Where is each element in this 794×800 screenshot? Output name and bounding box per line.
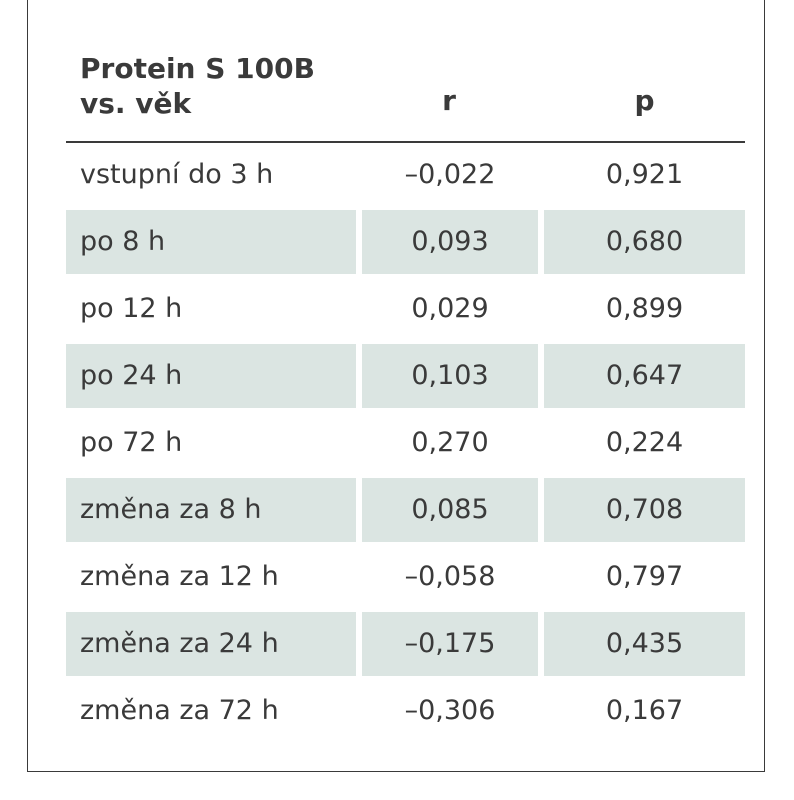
row-r-value: –0,306	[404, 695, 496, 726]
header-variable-line1: Protein S 100B	[80, 52, 315, 85]
row-label: změna za 72 h	[80, 695, 279, 726]
table-row: změna za 8 h 0,085 0,708	[66, 478, 745, 545]
row-r-value: –0,022	[404, 159, 496, 190]
row-label: změna za 24 h	[66, 612, 356, 676]
row-label: po 8 h	[66, 210, 356, 274]
row-p-value: 0,680	[544, 210, 745, 274]
table-row: vstupní do 3 h –0,022 0,921	[66, 143, 745, 210]
row-p-value: 0,899	[605, 293, 684, 324]
table-row: po 12 h 0,029 0,899	[66, 277, 745, 344]
header-variable-line2: vs. věk	[80, 87, 192, 120]
header-variable: Protein S 100B vs. věk	[80, 51, 360, 121]
table-panel: Protein S 100B vs. věk r p vstupní do 3 …	[27, 0, 765, 772]
table-row: změna za 12 h –0,058 0,797	[66, 545, 745, 612]
row-r-value: 0,093	[362, 210, 538, 274]
row-p-value: 0,167	[605, 695, 684, 726]
row-p-value: 0,708	[544, 478, 745, 542]
header-r: r	[442, 84, 456, 117]
row-p-value: 0,647	[544, 344, 745, 408]
row-p-value: 0,224	[605, 427, 684, 458]
row-p-value: 0,435	[544, 612, 745, 676]
row-label: změna za 8 h	[66, 478, 356, 542]
row-r-value: 0,103	[362, 344, 538, 408]
table-header: Protein S 100B vs. věk r p	[66, 49, 745, 143]
row-r-value: 0,029	[411, 293, 489, 324]
row-r-value: –0,058	[404, 561, 496, 592]
row-p-value: 0,797	[605, 561, 684, 592]
row-label: vstupní do 3 h	[80, 159, 274, 190]
row-label: změna za 12 h	[80, 561, 279, 592]
table-row: po 24 h 0,103 0,647	[66, 344, 745, 411]
row-r-value: 0,270	[411, 427, 489, 458]
header-p: p	[634, 84, 655, 117]
table-row: změna za 24 h –0,175 0,435	[66, 612, 745, 679]
table-row: po 72 h 0,270 0,224	[66, 411, 745, 478]
row-label: po 12 h	[80, 293, 183, 324]
row-label: po 24 h	[66, 344, 356, 408]
row-r-value: –0,175	[362, 612, 538, 676]
row-label: po 72 h	[80, 427, 183, 458]
table-row: změna za 72 h –0,306 0,167	[66, 679, 745, 746]
row-p-value: 0,921	[605, 159, 684, 190]
table-body: vstupní do 3 h –0,022 0,921 po 8 h 0,093…	[66, 143, 745, 746]
table-row: po 8 h 0,093 0,680	[66, 210, 745, 277]
correlation-table: Protein S 100B vs. věk r p vstupní do 3 …	[66, 49, 745, 746]
row-r-value: 0,085	[362, 478, 538, 542]
